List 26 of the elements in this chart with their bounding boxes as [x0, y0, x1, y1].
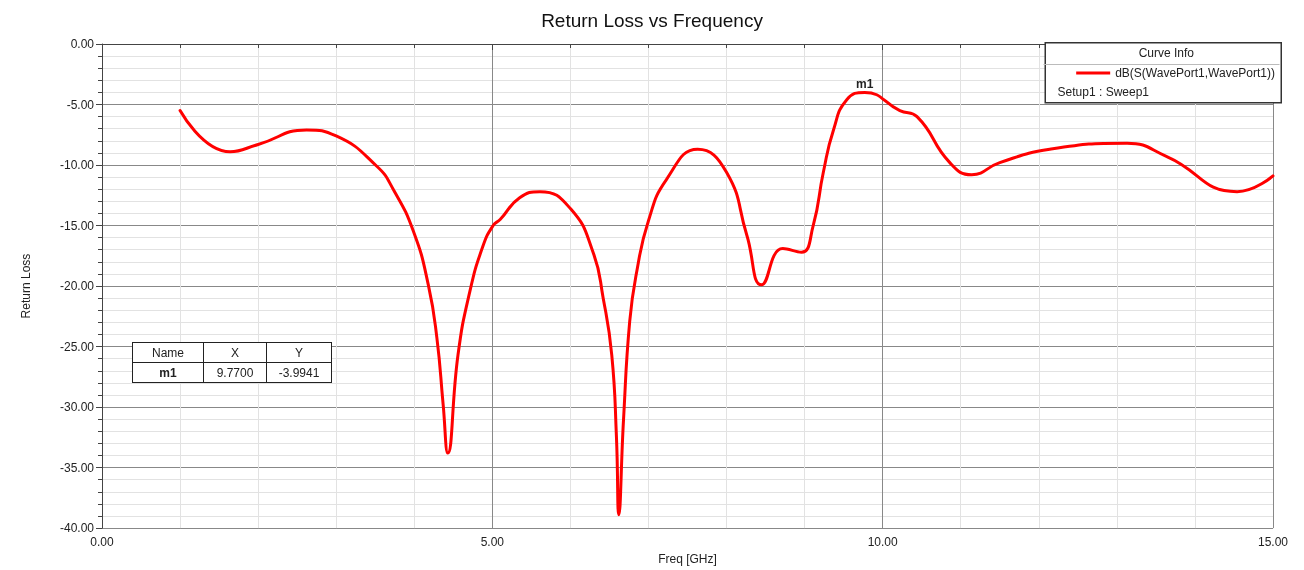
- y-tick-label: -35.00: [59, 460, 95, 475]
- y-tick-label: -25.00: [59, 339, 95, 354]
- x-axis-title: Freq [GHz]: [658, 552, 717, 566]
- legend-label: dB(S(WavePort1,WavePort1)): [1115, 66, 1276, 80]
- y-axis-title: Return Loss: [19, 253, 33, 319]
- annotation: X: [203, 342, 267, 363]
- y-tick-label: -10.00: [59, 158, 95, 173]
- annotation: -3.9941: [266, 362, 332, 383]
- annotation: 9.7700: [203, 362, 267, 383]
- x-tick-label: 10.00: [867, 535, 899, 550]
- x-tick-label: 15.00: [1257, 535, 1289, 550]
- annotation: Setup1 : Sweep1: [1057, 85, 1150, 99]
- y-tick-label: -5.00: [66, 97, 95, 112]
- x-tick-label: 5.00: [480, 535, 505, 550]
- annotation: Name: [132, 342, 204, 363]
- chart-title: Return Loss vs Frequency: [541, 10, 764, 31]
- y-tick-label: -20.00: [59, 279, 95, 294]
- y-tick-label: -30.00: [59, 400, 95, 415]
- annotation: Y: [266, 342, 332, 363]
- x-tick-label: 0.00: [90, 535, 114, 550]
- y-tick-label: -15.00: [59, 218, 95, 233]
- y-tick-label: -40.00: [59, 521, 95, 536]
- y-tick-label: 0.00: [70, 37, 95, 51]
- annotation: m1: [856, 77, 874, 92]
- legend-title: Curve Info: [1138, 46, 1195, 60]
- annotation: m1: [132, 362, 204, 383]
